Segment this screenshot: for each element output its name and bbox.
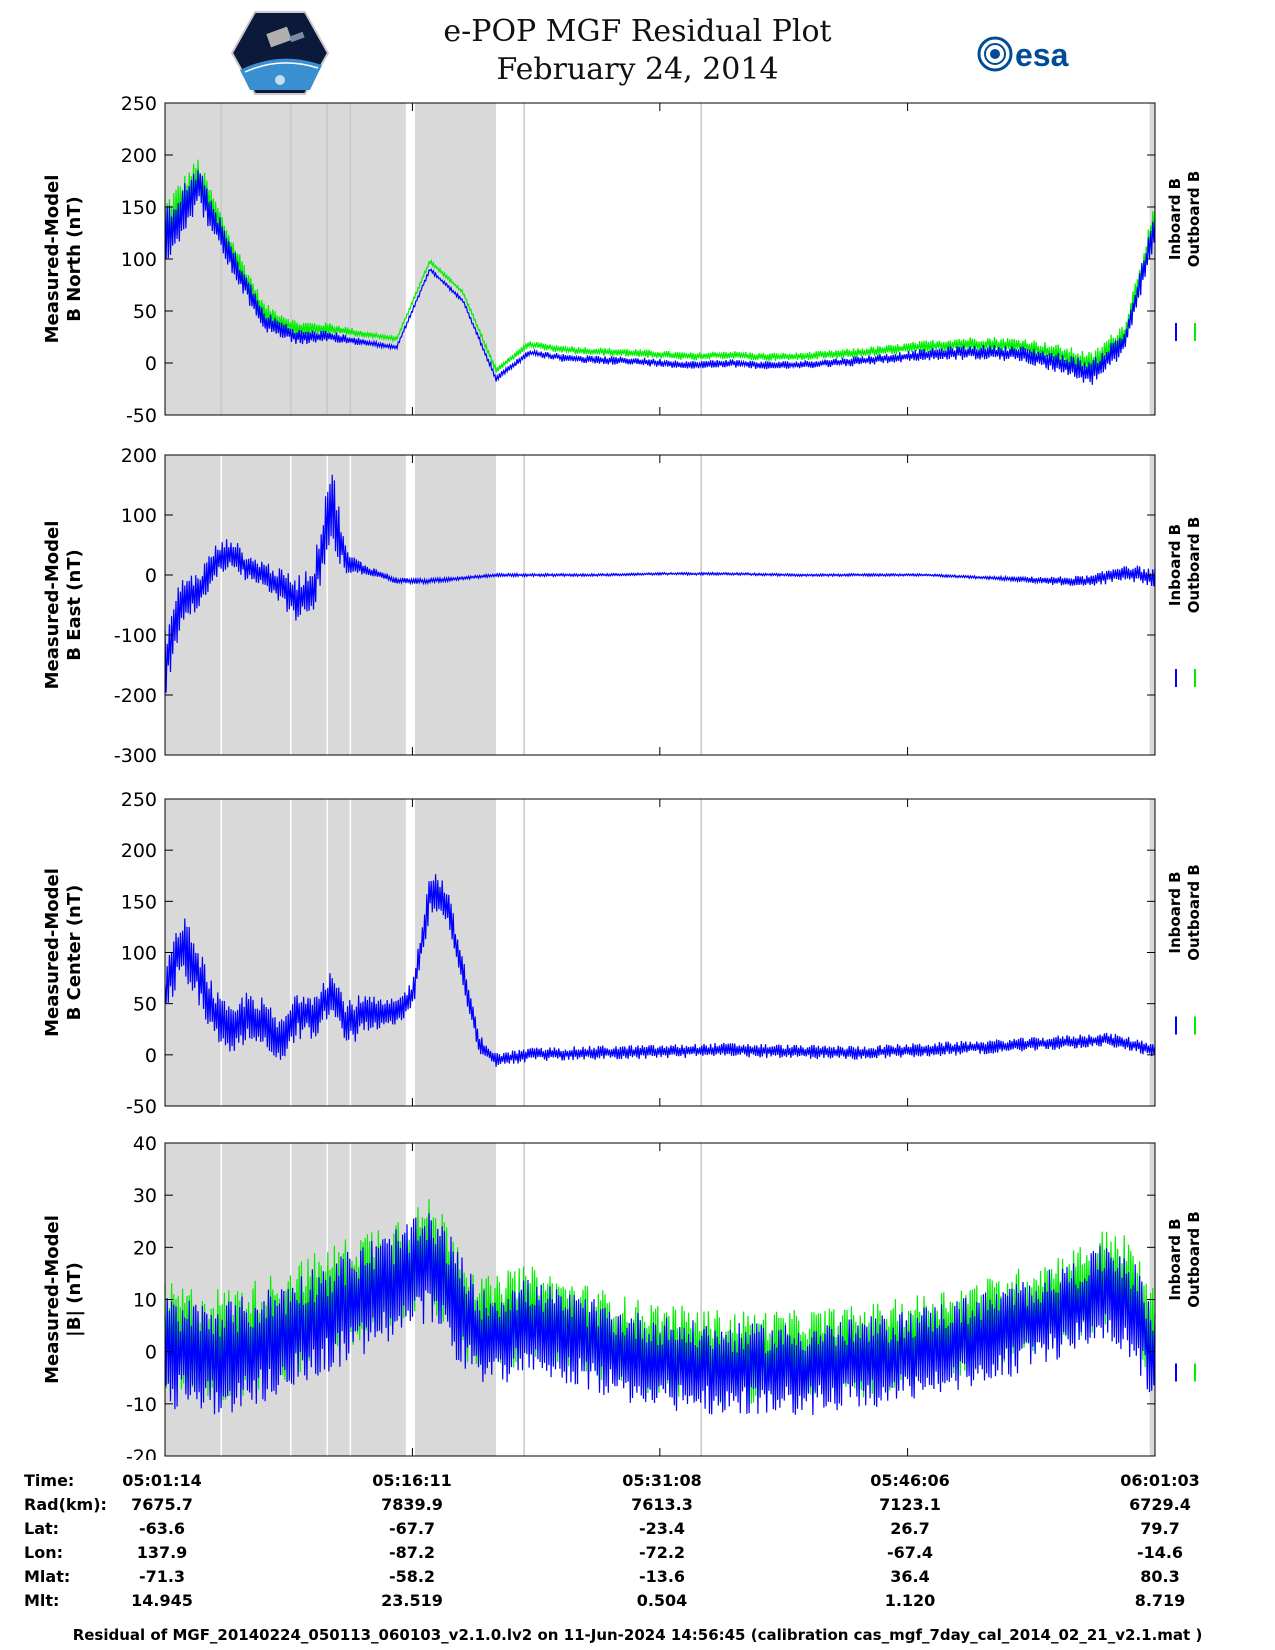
- info-value: 1.120: [884, 1591, 936, 1610]
- y-axis-label: Measured-ModelB North (nT): [42, 175, 85, 344]
- outboard-b-trace: [164, 159, 1156, 376]
- info-value: 05:01:14: [122, 1471, 202, 1490]
- info-label-mlat: Mlat:: [24, 1567, 71, 1586]
- info-value: -13.6: [638, 1567, 686, 1586]
- y-tick-label: 20: [133, 1237, 157, 1259]
- y-tick-label: 200: [121, 445, 157, 467]
- info-value: 26.7: [890, 1519, 930, 1538]
- plot-date: February 24, 2014: [496, 52, 779, 87]
- info-value: 7675.7: [131, 1495, 193, 1514]
- info-value: 05:31:08: [622, 1471, 702, 1490]
- legend-inboard-label: Inboard B: [1166, 1218, 1184, 1300]
- y-tick-label: -200: [114, 685, 157, 707]
- info-value: 0.504: [636, 1591, 688, 1610]
- eclipse-shade: [165, 799, 406, 1106]
- eclipse-shade: [414, 455, 496, 755]
- info-value: -71.3: [138, 1567, 186, 1586]
- eclipse-shade: [414, 103, 496, 415]
- info-label-lon: Lon:: [24, 1543, 63, 1562]
- info-label-rad: Rad(km):: [24, 1495, 107, 1514]
- y-tick-label: 40: [133, 1133, 157, 1155]
- legend-outboard-label: Outboard B: [1185, 1211, 1203, 1308]
- info-value: -72.2: [638, 1543, 686, 1562]
- y-tick-label: 10: [133, 1290, 157, 1312]
- y-axis-label: Measured-ModelB East (nT): [42, 521, 85, 690]
- y-tick-label: 250: [121, 789, 157, 811]
- info-value: 8.719: [1134, 1591, 1186, 1610]
- legend-inboard-label: Inboard B: [1166, 178, 1184, 260]
- y-tick-label: 50: [133, 301, 157, 323]
- legend-inboard-label: Inboard B: [1166, 524, 1184, 606]
- outboard-b-trace: [164, 1199, 1156, 1404]
- info-label-lat: Lat:: [24, 1519, 60, 1538]
- info-value: 137.9: [136, 1543, 188, 1562]
- y-tick-label: 150: [121, 891, 157, 913]
- info-value: 79.7: [1140, 1519, 1180, 1538]
- info-value: -58.2: [388, 1567, 436, 1586]
- info-value: 7123.1: [879, 1495, 941, 1514]
- y-tick-label: -20: [126, 1446, 157, 1460]
- y-tick-label: -50: [126, 405, 157, 427]
- y-tick-label: 100: [121, 249, 157, 271]
- plot-title: e-POP MGF Residual Plot: [443, 14, 832, 49]
- y-axis-label: Measured-Model|B| (nT): [42, 1215, 85, 1384]
- y-tick-label: 200: [121, 840, 157, 862]
- y-tick-label: -100: [114, 625, 157, 647]
- y-tick-label: 250: [121, 93, 157, 115]
- eclipse-shade: [414, 799, 496, 1106]
- info-value: 05:16:11: [372, 1471, 452, 1490]
- eclipse-shade: [1149, 455, 1155, 755]
- esa-logo: esa: [977, 36, 1069, 73]
- y-tick-label: 0: [145, 565, 157, 587]
- info-value: 7613.3: [631, 1495, 693, 1514]
- y-tick-label: 30: [133, 1185, 157, 1207]
- info-value: -87.2: [388, 1543, 436, 1562]
- y-tick-label: 50: [133, 994, 157, 1016]
- y-tick-label: 0: [145, 353, 157, 375]
- info-value: 36.4: [890, 1567, 930, 1586]
- info-value: 7839.9: [381, 1495, 443, 1514]
- info-value: 05:46:06: [870, 1471, 950, 1490]
- inboard-b-trace: [164, 874, 1156, 1067]
- cassiope-logo: [230, 11, 330, 95]
- inboard-b-trace: [164, 1213, 1156, 1416]
- y-tick-label: 0: [145, 1045, 157, 1067]
- info-value: -14.6: [1136, 1543, 1184, 1562]
- info-value: -67.4: [886, 1543, 934, 1562]
- y-tick-label: -10: [126, 1394, 157, 1416]
- info-label-mlt: Mlt:: [24, 1591, 60, 1610]
- info-value: -63.6: [138, 1519, 186, 1538]
- info-value: 6729.4: [1129, 1495, 1191, 1514]
- legend-outboard-label: Outboard B: [1185, 864, 1203, 961]
- inboard-b-trace: [164, 170, 1156, 385]
- y-tick-label: 150: [121, 197, 157, 219]
- eclipse-shade: [165, 455, 406, 755]
- eclipse-shade: [165, 103, 406, 415]
- inboard-b-trace: [164, 474, 1156, 693]
- legend-outboard-label: Outboard B: [1185, 171, 1203, 268]
- orbit-info-table: Time: Rad(km): Lat: Lon: Mlat: Mlt: 05:0…: [0, 1463, 1275, 1628]
- y-tick-label: 0: [145, 1342, 157, 1364]
- legend-outboard-label: Outboard B: [1185, 517, 1203, 614]
- info-value: 23.519: [381, 1591, 443, 1610]
- footer-caption: Residual of MGF_20140224_050113_060103_v…: [72, 1626, 1203, 1644]
- info-value: 14.945: [131, 1591, 193, 1610]
- esa-logo-text: esa: [1015, 37, 1069, 73]
- y-axis-label: Measured-ModelB Center (nT): [42, 868, 85, 1037]
- y-tick-label: 200: [121, 145, 157, 167]
- info-value: -23.4: [638, 1519, 686, 1538]
- y-tick-label: -50: [126, 1096, 157, 1118]
- info-value: -67.7: [388, 1519, 436, 1538]
- legend-inboard-label: Inboard B: [1166, 871, 1184, 953]
- y-tick-label: 100: [121, 943, 157, 965]
- info-value: 80.3: [1140, 1567, 1180, 1586]
- info-value: 06:01:03: [1120, 1471, 1200, 1490]
- y-tick-label: -300: [114, 745, 157, 767]
- info-label-time: Time:: [24, 1471, 75, 1490]
- y-tick-label: 100: [121, 505, 157, 527]
